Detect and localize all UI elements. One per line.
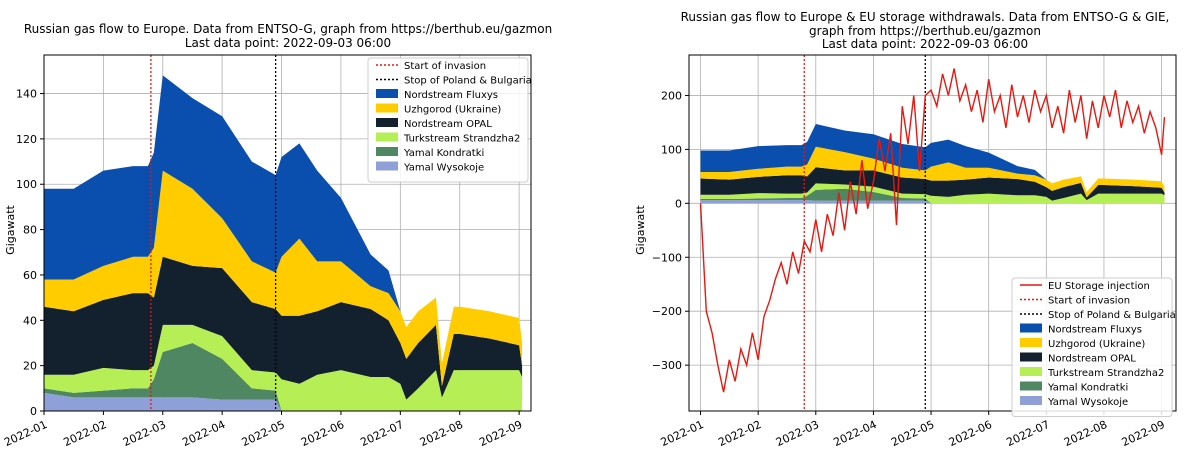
right-storage-line <box>699 68 1166 393</box>
right-area-turkstream-strandzha2 <box>700 183 1165 204</box>
left-legend-swatch-uzhgorod-ukraine <box>376 103 398 113</box>
left-xtick-label: 2022-06 <box>299 418 346 449</box>
left-xtick-label: 2022-01 <box>2 418 49 449</box>
left-chart-title: Russian gas flow to Europe. Data from EN… <box>24 22 552 36</box>
right-ytick-label: −300 <box>652 359 682 372</box>
right-areas <box>700 124 1165 204</box>
left-ytick-label: 0 <box>30 405 37 418</box>
right-xtick-label: 2022-04 <box>832 418 879 449</box>
right-legend-label-yamal-wysokoje: Yamal Wysokoje <box>1047 397 1128 408</box>
left-area-nordstream-opal <box>44 256 523 400</box>
right-chart-ylabel: Gigawatt <box>634 204 647 254</box>
right-ytick-label: −100 <box>652 251 682 264</box>
left-chart-subtitle: Last data point: 2022-09-03 06:00 <box>185 36 391 50</box>
right-legend-swatch-yamal-kondratki <box>1020 381 1042 391</box>
right-xtick-label: 2022-09 <box>1120 418 1167 449</box>
left-legend-swatch-nordstream-fluxys <box>376 89 398 98</box>
left-xtick-label: 2022-08 <box>418 418 465 449</box>
left-ytick-label: 120 <box>16 133 37 146</box>
left-chart-ylabel: Gigawatt <box>4 204 17 254</box>
left-plot-frame <box>43 54 532 412</box>
left-chart: Russian gas flow to Europe. Data from EN… <box>2 22 552 449</box>
right-area-uzhgorod-ukraine <box>700 146 1165 198</box>
left-legend-swatch-turkstream-strandzha2 <box>376 132 398 142</box>
right-legend: EU Storage injection Start of invasion Sto… <box>1011 277 1176 417</box>
right-chart-title-line2: graph from https://berthub.eu/gazmon <box>809 24 1041 38</box>
right-legend-label-turkstream-strandzha2: Turkstream Strandzha2 <box>1047 368 1164 379</box>
left-xtick-label: 2022-02 <box>62 418 109 449</box>
left-legend-label-start-of-invasion: Start of invasion <box>404 61 486 72</box>
left-legend-swatch-yamal-wysokoje <box>376 161 398 171</box>
right-markers <box>803 55 926 411</box>
right-legend-swatch-nordstream-opal <box>1020 352 1042 362</box>
left-xtick-label: 2022-09 <box>477 418 524 449</box>
right-xtick-label: 2022-08 <box>1062 418 1109 449</box>
right-ytick-label: −200 <box>652 305 682 318</box>
left-legend-swatch-yamal-kondratki <box>376 147 398 156</box>
left-legend-box <box>367 57 529 183</box>
right-legend-swatch-uzhgorod-ukraine <box>1020 338 1042 347</box>
left-legend: Start of invasion Stop of Poland & Bulgar… <box>367 57 532 183</box>
left-ytick-label: 80 <box>23 224 37 237</box>
right-chart-subtitle: Last data point: 2022-09-03 06:00 <box>822 37 1028 51</box>
right-legend-label-stop-of-poland-bulgaria: Stop of Poland & Bulgaria <box>1048 310 1176 321</box>
left-legend-label-turkstream-strandzha2: Turkstream Strandzha2 <box>403 134 520 145</box>
right-ytick-label: 100 <box>661 143 682 156</box>
right-legend-label-start-of-invasion: Start of invasion <box>1048 296 1130 307</box>
left-xtick-label: 2022-05 <box>240 418 287 449</box>
right-area-nordstream-opal <box>700 167 1165 201</box>
right-xtick-label: 2022-05 <box>889 418 936 449</box>
right-legend-label-nordstream-fluxys: Nordstream Fluxys <box>1048 325 1142 336</box>
left-legend-label-stop-of-poland-bulgaria: Stop of Poland & Bulgaria <box>404 76 532 87</box>
left-areas <box>44 75 523 411</box>
left-ytick-label: 60 <box>23 269 37 282</box>
left-xtick-label: 2022-03 <box>121 418 168 449</box>
right-ytick-label: 200 <box>661 89 682 102</box>
right-legend-swatch-yamal-wysokoje <box>1020 396 1042 405</box>
left-markers <box>150 55 277 411</box>
right-legend-swatch-nordstream-fluxys <box>1020 323 1042 333</box>
right-xtick-label: 2022-07 <box>1004 418 1051 449</box>
right-area-yamal-kondratki <box>700 188 1165 204</box>
right-xtick-label: 2022-06 <box>947 418 994 449</box>
left-legend-swatch-nordstream-opal <box>376 118 398 127</box>
right-legend-label-yamal-kondratki: Yamal Kondratki <box>1047 383 1128 394</box>
left-ytick-label: 100 <box>16 178 37 191</box>
left-legend-label-yamal-wysokoje: Yamal Wysokoje <box>403 163 484 174</box>
left-ytick-label: 20 <box>23 360 37 373</box>
right-area-yamal-wysokoje <box>700 200 1165 204</box>
left-xtick-label: 2022-04 <box>180 418 227 449</box>
right-storage <box>699 68 1166 393</box>
left-area-turkstream-strandzha2 <box>44 324 523 411</box>
right-ytick-label: 0 <box>675 197 682 210</box>
left-legend-label-nordstream-fluxys: Nordstream Fluxys <box>404 90 498 101</box>
right-legend-label-nordstream-opal: Nordstream OPAL <box>1048 354 1136 365</box>
left-area-nordstream-fluxys <box>44 75 523 364</box>
right-legend-label-uzhgorod-ukraine: Uzhgorod (Ukraine) <box>1048 339 1145 350</box>
left-area-yamal-kondratki <box>44 342 523 411</box>
right-legend-swatch-turkstream-strandzha2 <box>1020 367 1042 376</box>
left-legend-label-yamal-kondratki: Yamal Kondratki <box>403 148 484 159</box>
left-area-uzhgorod-ukraine <box>44 170 523 387</box>
right-xtick-label: 2022-02 <box>716 418 763 449</box>
right-chart-title: Russian gas flow to Europe & EU storage … <box>681 10 1170 24</box>
right-area-nordstream-fluxys <box>700 124 1165 193</box>
right-plot-frame <box>688 54 1177 412</box>
right-legend-box <box>1011 277 1173 417</box>
left-ytick-label: 40 <box>23 314 37 327</box>
left-legend-label-nordstream-opal: Nordstream OPAL <box>404 119 492 130</box>
right-chart: Russian gas flow to Europe & EU storage … <box>634 10 1177 449</box>
left-legend-label-uzhgorod-ukraine: Uzhgorod (Ukraine) <box>404 105 501 116</box>
left-ytick-label: 140 <box>16 88 37 101</box>
right-legend-label-eu-storage-injection: EU Storage injection <box>1048 281 1150 292</box>
left-xtick-label: 2022-07 <box>358 418 405 449</box>
right-xtick-label: 2022-01 <box>659 418 706 449</box>
right-xtick-label: 2022-03 <box>774 418 821 449</box>
